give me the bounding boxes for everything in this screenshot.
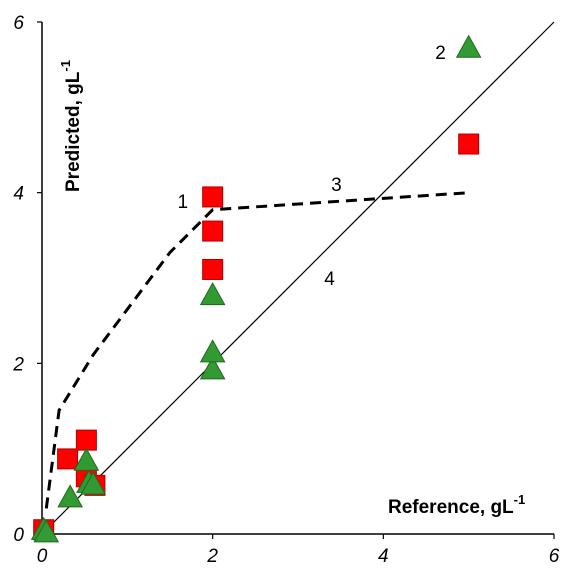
triangle-marker <box>199 282 226 306</box>
x-tick-label: 6 <box>549 546 560 567</box>
axes <box>37 21 555 539</box>
annotations: 1 2 3 4 <box>178 43 446 290</box>
triangle-marker <box>80 471 107 495</box>
x-tick-label: 4 <box>378 546 389 567</box>
square-marker <box>202 220 224 242</box>
fit-lines <box>41 21 555 535</box>
square-marker <box>458 133 480 155</box>
tick-labels: 0 2 4 6 0 2 4 6 <box>12 13 559 567</box>
y-tick-label: 6 <box>13 13 24 34</box>
x-tick-label: 2 <box>206 546 218 567</box>
annotation-label: 3 <box>331 175 342 196</box>
y-tick-label: 4 <box>13 184 24 205</box>
y-tick-label: 2 <box>12 354 24 375</box>
dashed-curve-line <box>44 191 469 509</box>
annotation-label: 4 <box>324 269 335 290</box>
square-marker <box>202 258 224 280</box>
y-axis-label: Predicted, gL-1 <box>58 60 84 192</box>
triangle-marker <box>199 339 226 363</box>
triangle-marker <box>33 519 60 543</box>
triangle-marker <box>199 356 226 380</box>
triangle-marker <box>73 447 100 471</box>
square-marker <box>57 448 79 470</box>
square-marker <box>75 429 97 451</box>
triangle-marker <box>57 484 84 508</box>
x-tick-label: 0 <box>37 546 48 567</box>
y-tick-label: 0 <box>13 525 24 546</box>
data-markers <box>30 34 482 543</box>
square-marker <box>202 186 224 208</box>
triangle-marker <box>455 34 482 58</box>
annotation-label: 2 <box>435 43 446 64</box>
annotation-label: 1 <box>178 192 189 213</box>
solid-line <box>41 21 555 535</box>
x-axis-label: Reference, gL-1 <box>388 492 525 518</box>
